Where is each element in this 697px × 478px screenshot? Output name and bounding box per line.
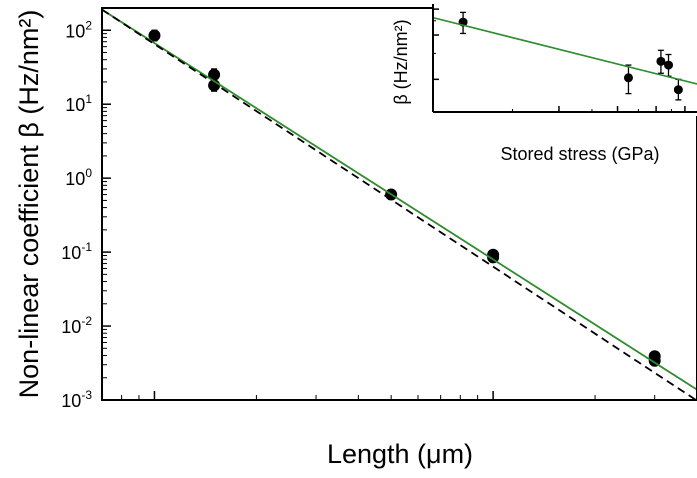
inset-data-point-2 [656,56,666,66]
y-tick-exponent: 0 [85,166,92,180]
y-axis-title: Non-linear coefficient β (Hz/nm²) [14,10,44,399]
y-tick-base: 10 [65,21,85,41]
y-tick-label: 10-2 [61,314,92,337]
y-tick-exponent: 1 [85,92,92,106]
y-tick-label: 10-3 [61,388,92,411]
y-tick-exponent: -3 [81,388,92,402]
y-tick-base: 10 [61,243,81,263]
y-tick-exponent: -1 [81,240,92,254]
inset-data-point-3 [664,60,674,70]
main-plot-frame [101,7,697,401]
y-tick-base: 10 [61,317,81,337]
main-data-point-1 [208,68,221,81]
y-tick-exponent: 2 [85,18,92,32]
main-series-1-line [101,8,697,391]
y-tick-base: 10 [65,169,85,189]
y-tick-base: 10 [65,95,85,115]
inset-chart: Stored stress (GPa) β (Hz/nm²) [391,4,697,164]
y-tick-label: 100 [65,166,92,189]
inset-y-axis-title: β (Hz/nm²) [391,19,411,104]
inset-data-point-4 [673,85,683,95]
x-axis-title: Length (μm) [327,439,473,469]
y-tick-exponent: -2 [81,314,92,328]
y-tick-label: 10-1 [61,240,92,263]
inset-background [433,4,697,116]
y-tick-label: 102 [65,18,92,41]
inset-x-axis-title: Stored stress (GPa) [500,144,659,164]
inset-series-1-line [432,16,697,85]
main-series-2-line [101,8,697,402]
y-tick-label: 101 [65,92,92,115]
y-tick-base: 10 [61,391,81,411]
main-data-point-0 [148,29,161,42]
inset-data-point-1 [623,73,633,83]
